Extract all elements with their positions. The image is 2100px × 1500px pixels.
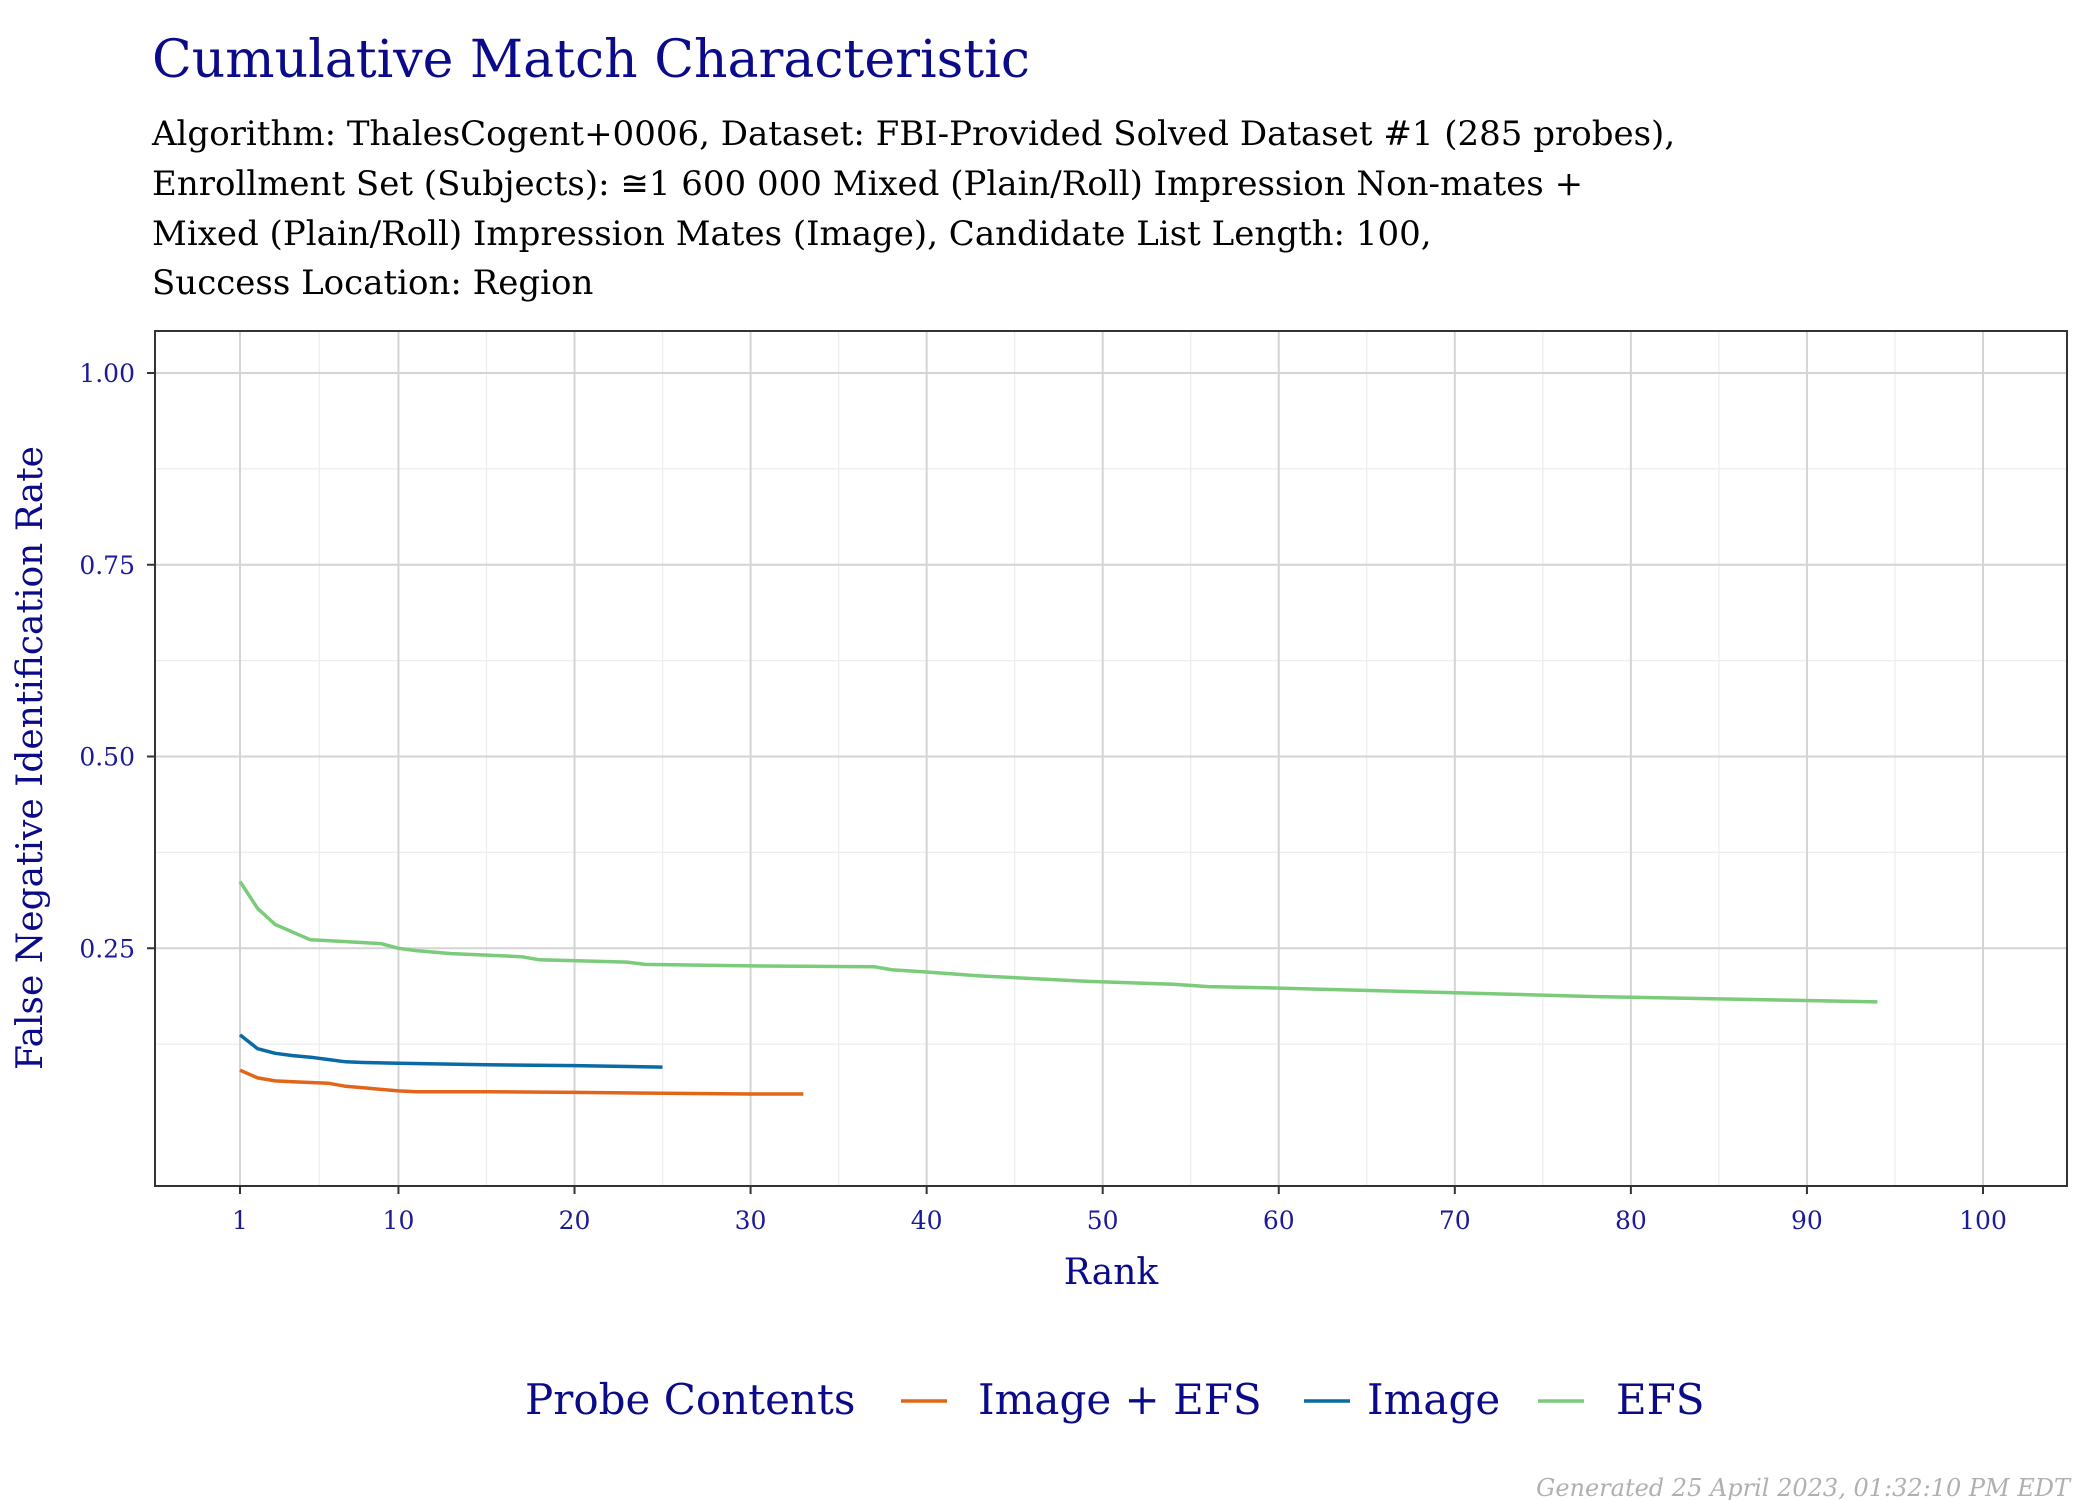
legend-label-efs: EFS [1616,1375,1705,1424]
y-tick-label: 0.50 [79,743,135,772]
y-tick-label: 0.75 [79,551,135,580]
x-tick-label: 100 [1959,1206,2007,1235]
x-tick-label: 90 [1791,1206,1823,1235]
x-axis-title: Rank [1064,1252,1160,1293]
plot-panel [155,331,2067,1186]
legend-label-image-efs: Image + EFS [978,1375,1262,1424]
series-line-image-efs [239,1068,804,1096]
legend-title: Probe Contents [525,1375,855,1424]
x-tick-label: 10 [383,1206,415,1235]
x-tick-label: 60 [1263,1206,1295,1235]
chart-subtitle-line-4: Success Location: Region [152,263,593,303]
series-line-image [238,1033,663,1069]
chart-subtitle-line-2: Enrollment Set (Subjects): ≅1 600 000 Mi… [152,164,1583,204]
chart-subtitle-line-3: Mixed (Plain/Roll) Impression Mates (Ima… [152,214,1432,254]
x-tick-label: 30 [735,1206,767,1235]
y-tick-label: 0.25 [79,934,135,963]
x-tick-label: 1 [232,1206,248,1235]
x-axis-ticks: 1 10 20 30 40 50 60 70 80 90 100 [232,1186,2007,1235]
legend-label-image: Image [1367,1375,1500,1424]
x-tick-label: 70 [1439,1206,1471,1235]
x-tick-label: 80 [1615,1206,1647,1235]
generated-timestamp: Generated 25 April 2023, 01:32:10 PM EDT [1536,1474,2072,1500]
major-gridlines [155,331,2067,1186]
x-tick-label: 20 [559,1206,591,1235]
series-layer [238,880,1878,1096]
chart-title: Cumulative Match Characteristic [152,30,1030,90]
x-tick-label: 50 [1087,1206,1119,1235]
plot-border [154,330,2068,1187]
x-tick-label: 40 [911,1206,943,1235]
series-line-efs [238,880,1878,1004]
chart-subtitle-line-1: Algorithm: ThalesCogent+0006, Dataset: F… [151,114,1675,154]
y-axis-ticks: 0.25 0.50 0.75 1.00 [79,359,155,963]
y-axis-title: False Negative Identification Rate [10,446,51,1070]
y-tick-label: 1.00 [79,359,135,388]
minor-gridlines [155,331,2067,1186]
legend: Probe Contents Image + EFS Image EFS [525,1375,1705,1424]
